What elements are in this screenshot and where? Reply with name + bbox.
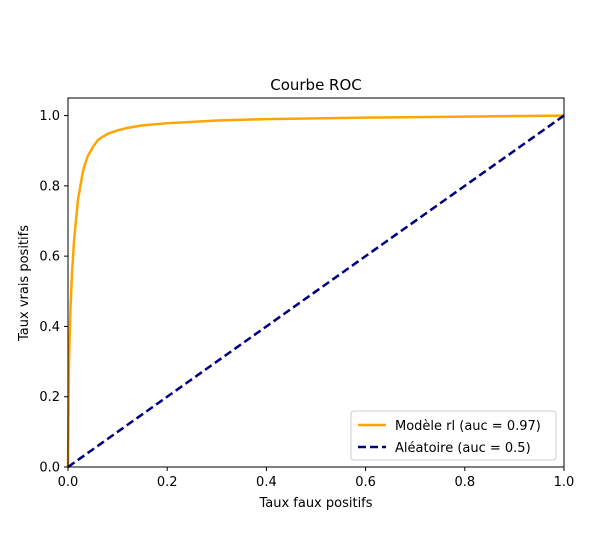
series-layer (66, 114, 565, 469)
x-tick-label: 0.6 (355, 475, 376, 490)
y-tick-label: 0.4 (39, 320, 60, 335)
legend-label-random: Aléatoire (auc = 0.5) (395, 441, 531, 456)
y-axis-label: Taux vrais positifs (17, 225, 32, 342)
chart-title: Courbe ROC (270, 76, 362, 94)
x-tick-label: 1.0 (554, 475, 575, 490)
y-tick-label: 0.2 (39, 390, 60, 405)
legend: Modèle rl (auc = 0.97) Aléatoire (auc = … (350, 410, 557, 461)
random-baseline-line (67, 114, 565, 469)
x-tick-label: 0.0 (58, 475, 79, 490)
x-tick-label: 0.8 (454, 475, 475, 490)
x-tick-label: 0.2 (157, 475, 178, 490)
y-tick-label: 0.0 (39, 461, 60, 476)
roc-curve-line (66, 114, 565, 468)
x-axis-label: Taux faux positifs (258, 496, 372, 511)
y-tick-label: 0.6 (39, 250, 60, 265)
y-axis-ticks: 0.0 0.2 0.4 0.6 0.8 1.0 (39, 109, 68, 476)
plot-frame (67, 97, 565, 468)
y-tick-label: 1.0 (39, 109, 60, 124)
legend-box (350, 410, 557, 461)
legend-label-model: Modèle rl (auc = 0.97) (395, 419, 541, 434)
x-tick-label: 0.4 (256, 475, 277, 490)
y-tick-label: 0.8 (39, 179, 60, 194)
x-axis-ticks: 0.0 0.2 0.4 0.6 0.8 1.0 (58, 467, 575, 490)
